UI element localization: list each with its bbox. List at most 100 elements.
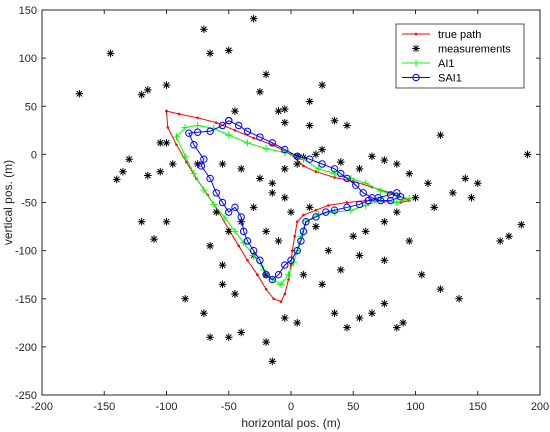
circle-marker (218, 198, 227, 207)
legend-entry: AI1 (402, 58, 455, 70)
asterisk-marker (361, 227, 370, 236)
circle-marker (281, 261, 289, 269)
series-4 (185, 116, 405, 284)
point-marker (196, 116, 199, 120)
circle-marker (368, 193, 376, 202)
circle-marker (293, 246, 301, 255)
asterisk-marker (274, 237, 283, 245)
asterisk-marker (268, 357, 277, 366)
asterisk-marker (380, 299, 389, 308)
circle-marker (239, 227, 248, 236)
point-marker (252, 136, 255, 140)
x-tick-label: -50 (221, 401, 237, 413)
circle-marker (322, 208, 330, 216)
series-line (188, 120, 402, 281)
circle-marker (359, 189, 367, 197)
asterisk-marker (280, 314, 289, 322)
point-marker (414, 32, 418, 36)
asterisk-marker (156, 139, 165, 147)
asterisk-marker (405, 169, 414, 178)
asterisk-marker (237, 165, 245, 173)
circle-marker (293, 152, 301, 161)
asterisk-marker (249, 203, 258, 212)
asterisk-marker (393, 160, 401, 168)
asterisk-marker (496, 237, 504, 245)
circle-marker (200, 155, 208, 163)
asterisk-marker (168, 160, 177, 168)
asterisk-marker (200, 309, 208, 317)
y-tick-label: -50 (21, 198, 37, 210)
y-tick-label: -150 (15, 294, 37, 306)
asterisk-marker (461, 174, 470, 183)
asterisk-marker (318, 145, 326, 154)
plus-marker (362, 179, 370, 187)
asterisk-marker (405, 237, 414, 245)
asterisk-marker (280, 105, 289, 113)
asterisk-marker (224, 227, 233, 236)
asterisk-marker (231, 290, 239, 298)
plus-marker (393, 199, 401, 206)
circle-marker (235, 121, 243, 130)
asterisk-marker (262, 227, 270, 236)
plus-marker (243, 139, 251, 147)
point-marker (246, 258, 249, 262)
point-marker (175, 143, 178, 147)
point-marker (314, 208, 318, 212)
x-tick-label: 150 (469, 401, 487, 413)
circle-marker (231, 203, 239, 212)
asterisk-marker (380, 156, 389, 164)
circle-marker (396, 193, 405, 201)
circle-marker (274, 270, 283, 279)
asterisk-marker (337, 266, 345, 274)
asterisk-marker (380, 256, 389, 265)
circle-marker (343, 203, 351, 212)
plus-marker (225, 131, 233, 139)
asterisk-marker (150, 235, 158, 243)
asterisk-marker (417, 270, 426, 279)
asterisk-marker (206, 49, 214, 58)
asterisk-marker (305, 97, 314, 106)
asterisk-marker (75, 89, 84, 98)
asterisk-marker (424, 179, 432, 188)
circle-marker (206, 127, 214, 135)
circle-marker (225, 116, 233, 125)
point-marker (185, 160, 188, 164)
asterisk-marker (218, 280, 227, 289)
asterisk-marker (293, 319, 302, 327)
circle-marker (256, 133, 264, 141)
point-marker (272, 297, 275, 301)
asterisk-marker (293, 160, 302, 168)
asterisk-marker (299, 270, 308, 279)
asterisk-marker (467, 193, 476, 202)
x-tick-label: -150 (93, 401, 115, 413)
circle-marker (393, 189, 401, 197)
asterisk-marker (324, 246, 333, 255)
asterisk-marker (112, 175, 121, 184)
asterisk-marker (262, 70, 270, 79)
y-tick-label: -200 (15, 342, 37, 354)
x-tick-label: -100 (155, 401, 177, 413)
circle-marker (243, 127, 252, 135)
point-marker (287, 278, 290, 281)
point-marker (256, 273, 259, 276)
asterisk-marker (312, 222, 320, 231)
asterisk-marker (318, 81, 326, 89)
x-axis-label: horizontal pos. (m) (241, 416, 340, 430)
y-tick-label: -250 (15, 390, 37, 402)
point-marker (233, 129, 237, 132)
x-tick-label: 0 (288, 401, 294, 413)
asterisk-marker (237, 217, 245, 226)
asterisk-marker (455, 294, 463, 303)
plus-marker (299, 155, 307, 163)
asterisk-marker (343, 323, 351, 332)
asterisk-marker (393, 323, 401, 332)
axis-ticks: -200 -150 -100 -50 0 50 100 150 200-250-200-150-… (15, 5, 549, 413)
circle-marker (197, 162, 206, 170)
circle-marker (312, 213, 320, 221)
asterisk-marker (380, 217, 389, 226)
series-3 (172, 122, 413, 288)
y-axis-label: vertical pos. (m) (1, 160, 15, 245)
circle-marker (352, 181, 360, 189)
asterisk-marker (368, 152, 376, 161)
circle-marker (185, 129, 193, 137)
